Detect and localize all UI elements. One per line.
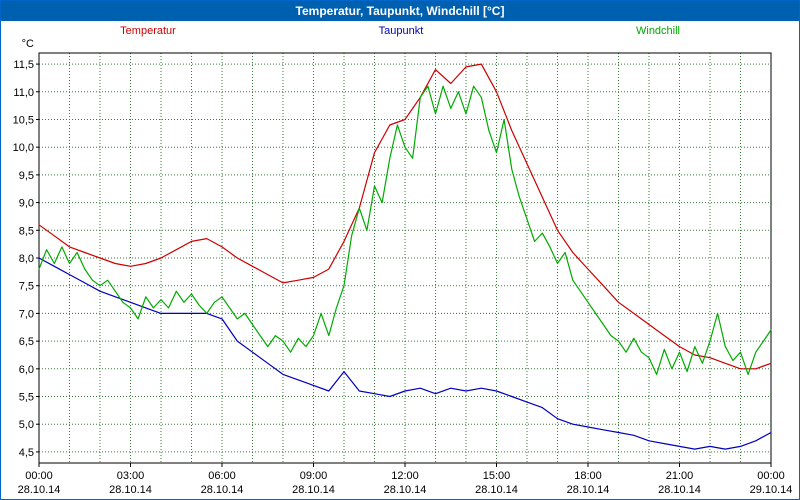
svg-text:°C: °C	[22, 38, 34, 50]
svg-text:28.10.14: 28.10.14	[475, 484, 518, 496]
svg-text:8,0: 8,0	[19, 253, 34, 265]
svg-text:28.10.14: 28.10.14	[201, 484, 244, 496]
svg-text:21:00: 21:00	[666, 470, 694, 482]
svg-text:7,0: 7,0	[19, 308, 34, 320]
svg-text:6,5: 6,5	[19, 336, 34, 348]
svg-text:9,5: 9,5	[19, 170, 34, 182]
svg-text:7,5: 7,5	[19, 281, 34, 293]
svg-text:4,5: 4,5	[19, 447, 34, 459]
svg-text:10,0: 10,0	[13, 142, 34, 154]
svg-text:09:00: 09:00	[300, 470, 328, 482]
svg-text:8,5: 8,5	[19, 225, 34, 237]
svg-text:6,0: 6,0	[19, 364, 34, 376]
svg-text:28.10.14: 28.10.14	[109, 484, 152, 496]
legend-taupunkt: Taupunkt	[378, 25, 424, 37]
svg-text:29.10.14: 29.10.14	[750, 484, 793, 496]
svg-text:28.10.14: 28.10.14	[658, 484, 701, 496]
svg-text:28.10.14: 28.10.14	[292, 484, 335, 496]
legend-windchill: Windchill	[635, 25, 681, 37]
svg-text:12:00: 12:00	[391, 470, 419, 482]
svg-text:28.10.14: 28.10.14	[567, 484, 610, 496]
svg-text:06:00: 06:00	[208, 470, 236, 482]
svg-text:9,0: 9,0	[19, 198, 34, 210]
svg-text:03:00: 03:00	[117, 470, 145, 482]
svg-text:28.10.14: 28.10.14	[384, 484, 427, 496]
window-title: Temperatur, Taupunkt, Windchill [°C]	[1, 1, 799, 21]
legend-temperatur: Temperatur	[120, 25, 176, 37]
svg-text:28.10.14: 28.10.14	[18, 484, 61, 496]
svg-text:10,5: 10,5	[13, 114, 34, 126]
svg-text:00:00: 00:00	[757, 470, 785, 482]
svg-text:18:00: 18:00	[574, 470, 602, 482]
svg-text:5,0: 5,0	[19, 419, 34, 431]
chart-svg: 11,5 11,0 10,5 10,0 9,5 9,0 8,5 8,0 7,5 7,0 6,5 6,0…	[13, 38, 793, 496]
svg-text:15:00: 15:00	[483, 470, 511, 482]
svg-text:5,5: 5,5	[19, 392, 34, 404]
svg-text:00:00: 00:00	[25, 470, 53, 482]
svg-text:11,0: 11,0	[13, 87, 34, 99]
svg-text:11,5: 11,5	[13, 59, 34, 71]
